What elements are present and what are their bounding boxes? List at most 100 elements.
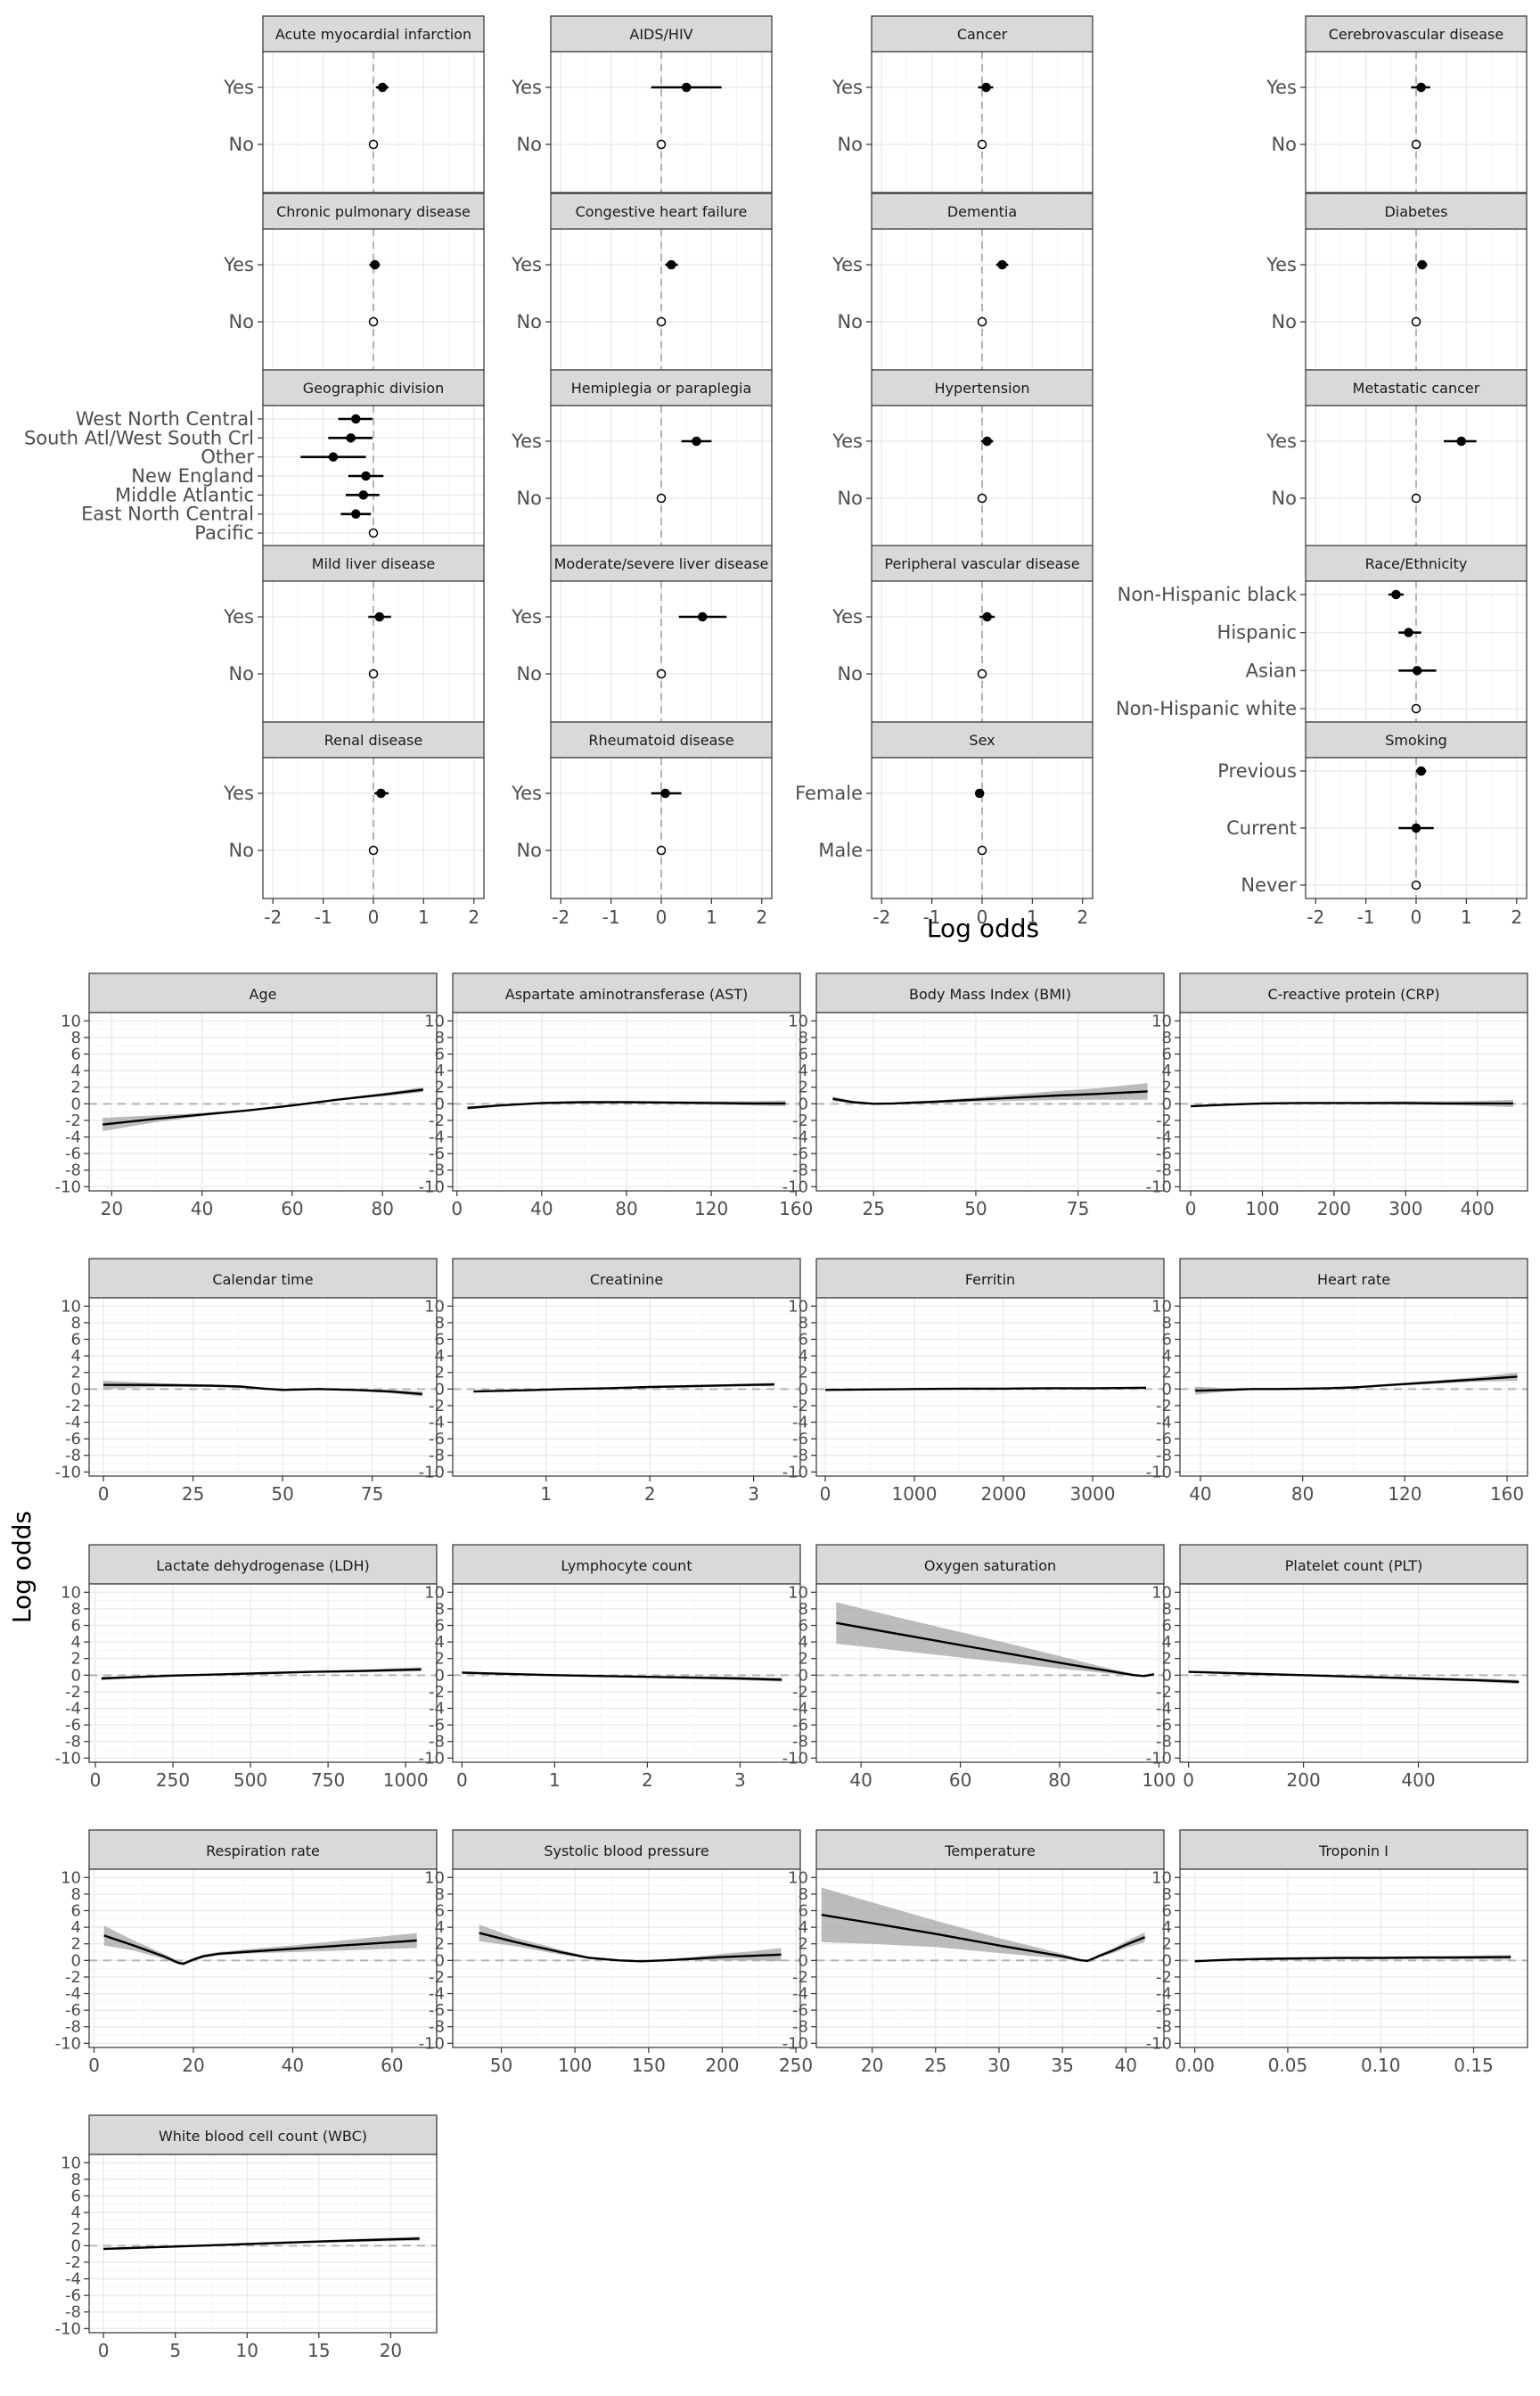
forest-renal-disease-panel-border	[262, 757, 485, 899]
line-heart-rate-y-tick-label: -10	[1146, 1463, 1172, 1481]
line-age-y-tick-label: 0	[71, 1095, 81, 1113]
line-systolic-blood-pressure-panel-border	[452, 1868, 801, 2048]
forest-mild-liver-disease-title: Mild liver disease	[312, 555, 436, 572]
forest-geographic-division-panel: Geographic division West North CentralSou…	[24, 369, 485, 547]
forest-acute-myocardial-infarction-strip	[262, 15, 485, 53]
forest-rheumatoid-disease-category-label: No	[516, 840, 542, 861]
forest-smoking-point	[1416, 766, 1426, 776]
forest-mild-liver-disease-point	[374, 611, 385, 622]
forest-race-ethnicity-category-label: Non-Hispanic white	[1116, 698, 1297, 719]
line-white-blood-cell-count-wbc-y-tick-label: 2	[71, 2220, 81, 2239]
forest-sex-title: Sex	[969, 732, 995, 749]
line-lactate-dehydrogenase-ldh-x-tick-label: 500	[233, 1769, 267, 1791]
line-heart-rate-x-tick-label: 80	[1291, 1483, 1314, 1505]
forest-peripheral-vascular-disease-point	[977, 669, 987, 679]
line-creatinine-y-tick-label: 2	[435, 1364, 445, 1383]
forest-rheumatoid-disease-x-tick-label: 2	[756, 907, 767, 928]
forest-sex-panel-border	[871, 757, 1094, 899]
line-creatinine-y-tick-label: -4	[429, 1414, 445, 1432]
line-aspartate-aminotransferase-ast-x-tick-label: 80	[615, 1198, 637, 1219]
line-white-blood-cell-count-wbc-y-tick-label: -6	[65, 2286, 81, 2305]
forest-chronic-pulmonary-disease-point	[370, 259, 380, 270]
forest-renal-disease-x-tick-label: 1	[418, 907, 430, 928]
forest-mild-liver-disease-panel: Mild liver disease Yes No	[223, 545, 485, 723]
line-oxygen-saturation-y-tick-label: -10	[782, 1749, 808, 1768]
line-white-blood-cell-count-wbc-y-tick-label: 4	[71, 2203, 81, 2222]
line-ferritin-y-tick-label: 0	[799, 1380, 808, 1399]
forest-cerebrovascular-disease-panel-border	[1305, 51, 1528, 193]
line-heart-rate-estimate-line	[1195, 1375, 1518, 1392]
line-systolic-blood-pressure-y-tick-label: -10	[419, 2034, 445, 2053]
line-systolic-blood-pressure-estimate-line	[479, 1932, 782, 1963]
forest-peripheral-vascular-disease-panel: Peripheral vascular disease Yes No	[831, 545, 1094, 723]
forest-dementia-point	[977, 316, 987, 327]
line-oxygen-saturation-x-tick-label: 40	[849, 1769, 872, 1791]
line-lactate-dehydrogenase-ldh-y-tick-label: 4	[71, 1633, 81, 1652]
line-white-blood-cell-count-wbc-estimate-line	[103, 2237, 420, 2251]
line-respiration-rate-x-tick-label: 20	[182, 2055, 204, 2076]
line-white-blood-cell-count-wbc-y-tick-label: 10	[61, 2154, 81, 2172]
line-heart-rate-x-tick-label: 120	[1388, 1483, 1421, 1505]
line-oxygen-saturation-y-tick-label: 0	[799, 1666, 808, 1685]
forest-mild-liver-disease-point	[368, 669, 379, 679]
line-temperature-panel-border	[815, 1868, 1165, 2048]
line-respiration-rate-y-tick-label: -2	[65, 1968, 81, 1987]
line-heart-rate-x-tick-label: 160	[1490, 1483, 1524, 1505]
line-body-mass-index-bmi-plot-area	[816, 1013, 1164, 1191]
line-c-reactive-protein-crp-x-tick-label: 100	[1245, 1198, 1279, 1219]
forest-geographic-division-point	[361, 471, 371, 481]
line-c-reactive-protein-crp-y-tick-label: 10	[1151, 1012, 1172, 1030]
line-temperature-y-tick-label: -2	[792, 1968, 808, 1987]
line-creatinine-y-tick-label: 8	[435, 1314, 445, 1333]
line-body-mass-index-bmi-confidence-band	[832, 1083, 1148, 1105]
line-troponin-i-panel: Troponin I0.00 0.05 0.10 0.151086420-2-4-6-…	[1146, 1829, 1528, 2076]
line-platelet-count-plt-estimate-line	[1188, 1670, 1520, 1683]
line-creatinine-y-tick-label: 0	[435, 1380, 445, 1399]
forest-metastatic-cancer-strip	[1305, 369, 1528, 406]
line-aspartate-aminotransferase-ast-title: Aspartate aminotransferase (AST)	[505, 986, 748, 1003]
forest-cancer-strip	[871, 15, 1094, 53]
forest-peripheral-vascular-disease-point	[982, 611, 992, 622]
forest-sex-strip	[871, 721, 1094, 759]
line-creatinine-y-tick-label: -2	[429, 1397, 445, 1415]
forest-cancer-category-label: Yes	[831, 77, 863, 98]
line-platelet-count-plt-panel-border	[1179, 1583, 1528, 1763]
forest-smoking-point	[1411, 880, 1421, 890]
forest-rheumatoid-disease-x-tick-label: -2	[552, 907, 569, 928]
line-lymphocyte-count-y-tick-label: -6	[429, 1716, 445, 1735]
line-age-y-tick-label: -2	[65, 1112, 81, 1130]
line-heart-rate-y-tick-label: 2	[1162, 1364, 1172, 1383]
line-platelet-count-plt-y-tick-label: 8	[1162, 1600, 1172, 1619]
line-temperature-x-tick-label: 40	[1115, 2055, 1137, 2076]
line-systolic-blood-pressure-y-tick-label: -8	[429, 2018, 445, 2037]
forest-smoking-x-tick-label: 0	[1411, 907, 1422, 928]
line-oxygen-saturation-strip	[815, 1544, 1165, 1585]
forest-smoking-panel-border	[1305, 757, 1528, 899]
line-creatinine-y-tick-label: 10	[424, 1297, 445, 1316]
line-lymphocyte-count-title: Lymphocyte count	[561, 1557, 692, 1574]
forest-cerebrovascular-disease-category-label: No	[1271, 134, 1297, 155]
forest-geographic-division-category-label: East North Central	[81, 504, 254, 525]
forest-smoking-category-label: Current	[1226, 817, 1297, 839]
line-white-blood-cell-count-wbc-panel-border	[88, 2154, 438, 2334]
forest-moderate-severe-liver-disease-category-label: Yes	[511, 606, 542, 628]
line-oxygen-saturation-x-tick-label: 80	[1048, 1769, 1070, 1791]
line-respiration-rate-x-tick-label: 40	[282, 2055, 304, 2076]
line-ferritin-x-tick-label: 0	[820, 1483, 831, 1505]
line-c-reactive-protein-crp-y-tick-label: -6	[1156, 1145, 1172, 1163]
line-troponin-i-strip	[1179, 1829, 1528, 1870]
forest-race-ethnicity-category-label: Asian	[1246, 660, 1297, 681]
line-c-reactive-protein-crp-x-tick-label: 400	[1461, 1198, 1495, 1219]
forest-cerebrovascular-disease-point	[1416, 82, 1426, 93]
line-calendar-time-y-tick-label: -6	[65, 1430, 81, 1448]
line-aspartate-aminotransferase-ast-y-tick-label: 8	[435, 1029, 445, 1047]
line-respiration-rate-y-tick-label: 2	[71, 1935, 81, 1954]
line-age-title: Age	[250, 986, 277, 1003]
forest-acute-myocardial-infarction-point	[377, 82, 388, 93]
line-ferritin-panel-border	[815, 1297, 1165, 1477]
forest-aids-hiv-panel-border	[550, 51, 773, 193]
line-ferritin-x-tick-label: 2000	[981, 1483, 1027, 1505]
line-c-reactive-protein-crp-strip	[1179, 972, 1528, 1013]
line-c-reactive-protein-crp-x-tick-label: 0	[1185, 1198, 1197, 1219]
